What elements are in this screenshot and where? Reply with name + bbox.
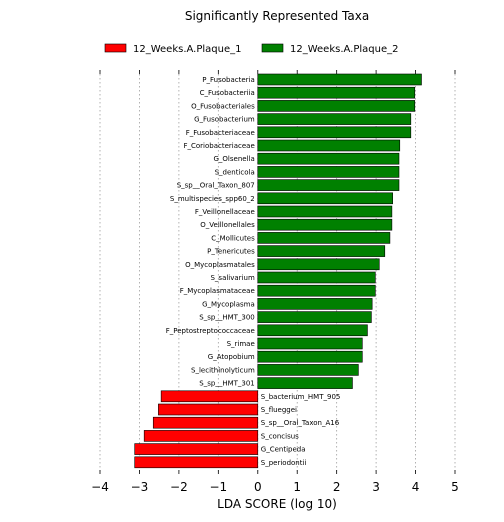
category-label: F_Peptostreptococcaceae	[166, 327, 255, 335]
x-axis-label: LDA SCORE (log 10)	[217, 497, 337, 511]
bar	[257, 205, 393, 218]
bar	[257, 284, 376, 297]
x-tick-label: −4	[91, 480, 109, 494]
x-tick-label: −1	[209, 480, 227, 494]
bar	[257, 179, 400, 191]
bar	[257, 100, 416, 112]
bar	[257, 113, 412, 125]
bar	[257, 377, 353, 389]
category-label: F_Veillonellaceae	[195, 208, 255, 216]
bar	[257, 152, 400, 165]
bar	[257, 232, 391, 244]
bar	[160, 390, 259, 403]
category-label: S_salivarium	[210, 274, 254, 282]
category-label: S_sp__HMT_301	[199, 380, 254, 388]
x-tick-label: 4	[412, 480, 420, 494]
category-label: P_Tenericutes	[207, 248, 255, 256]
bar	[143, 430, 259, 442]
category-label: S_sp__Oral_Taxon_A16	[261, 419, 340, 427]
x-axis-ticks: −4 −3 −2 −1 0 1 2 3 4 5	[91, 70, 459, 494]
category-label: S_sp__HMT_300	[199, 314, 254, 322]
legend-label: 12_Weeks.A.Plaque_2	[290, 44, 399, 55]
category-label: G_Centipeda	[261, 446, 306, 454]
legend: 12_Weeks.A.Plaque_1 12_Weeks.A.Plaque_2	[104, 43, 399, 55]
bar	[257, 166, 400, 178]
category-label: G_Olsenella	[214, 155, 255, 163]
bar	[257, 324, 368, 337]
bar	[134, 456, 259, 469]
bar	[257, 126, 412, 139]
category-labels: P_Fusobacteria C_Fusobacteriia O_Fusobacte…	[166, 76, 341, 467]
x-tick-label: −2	[170, 480, 188, 494]
category-label: C_Fusobacteriia	[200, 89, 255, 97]
bar	[257, 139, 401, 152]
legend-swatch	[261, 43, 284, 53]
chart-title: Significantly Represented Taxa	[185, 9, 369, 23]
category-label: O_Mycoplasmatales	[185, 261, 255, 269]
x-tick-label: 1	[293, 480, 301, 494]
category-label: G_Mycoplasma	[202, 300, 255, 308]
bar	[257, 73, 422, 86]
category-label: F_Coriobacteriaceae	[183, 142, 254, 150]
category-label: O_Fusobacteriales	[191, 102, 255, 110]
bar	[257, 311, 372, 323]
category-label: S_rimae	[227, 340, 255, 348]
category-label: G_Fusobacterium	[194, 116, 255, 124]
x-tick-label: 5	[451, 480, 459, 494]
bar	[257, 245, 386, 257]
legend-swatch	[104, 43, 127, 53]
category-label: F_Fusobacteriaceae	[186, 129, 255, 137]
category-label: O_Veillonellales	[200, 221, 255, 229]
x-tick-label: −3	[131, 480, 149, 494]
category-label: G_Atopobium	[208, 353, 255, 361]
bar	[257, 337, 363, 350]
bar	[257, 192, 393, 205]
x-tick-label: 2	[333, 480, 341, 494]
bar	[257, 350, 363, 363]
bar	[257, 364, 359, 376]
category-label: C_Mollicutes	[211, 234, 255, 242]
category-label: P_Fusobacteria	[202, 76, 254, 84]
category-label: F_Mycoplasmataceae	[180, 287, 255, 295]
category-label: S_multispecies_spp60_2	[170, 195, 255, 203]
category-label: S_lecithinolyticum	[191, 366, 255, 374]
category-label: S_bacterium_HMT_905	[261, 393, 341, 401]
x-tick-label: 3	[372, 480, 380, 494]
bar	[257, 218, 393, 231]
legend-label: 12_Weeks.A.Plaque_1	[133, 44, 242, 55]
bar	[257, 298, 373, 310]
bar	[158, 403, 259, 416]
category-label: S_denticola	[215, 168, 255, 176]
category-label: S_periodontii	[261, 459, 307, 467]
x-tick-label: 0	[254, 480, 262, 494]
bars	[134, 73, 422, 469]
category-label: S_flueggei	[261, 406, 297, 414]
bar	[134, 443, 259, 455]
bar	[257, 271, 376, 284]
category-label: S_concisus	[261, 432, 299, 440]
bar	[257, 258, 380, 271]
bar	[257, 86, 416, 99]
category-label: S_sp__Oral_Taxon_807	[177, 182, 255, 190]
bar	[152, 416, 259, 429]
